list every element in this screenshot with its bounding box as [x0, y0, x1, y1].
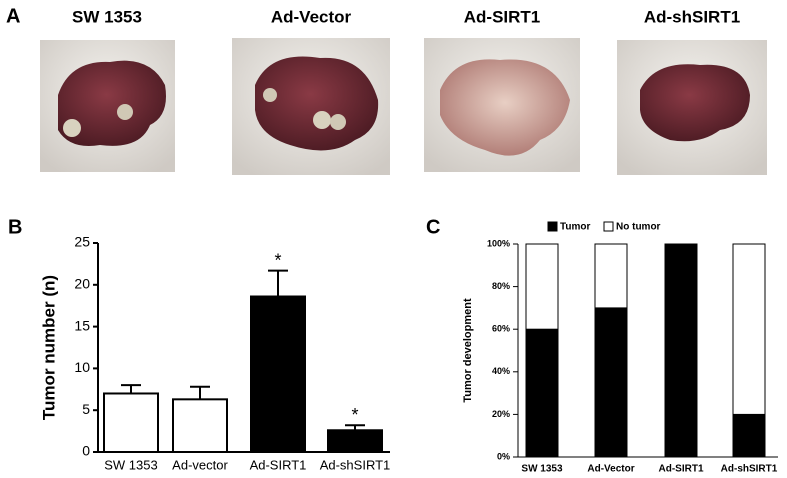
- photo: [40, 40, 175, 172]
- y-tick-label: 80%: [492, 281, 510, 291]
- panel-label: A: [6, 5, 20, 27]
- photo-caption: SW 1353: [72, 7, 142, 26]
- y-tick-label: 60%: [492, 324, 510, 334]
- bar-segment: [664, 243, 698, 458]
- x-tick-label: Ad-SIRT1: [659, 464, 704, 475]
- x-tick-label: Ad-vector: [172, 457, 228, 472]
- significance-mark: *: [274, 250, 281, 270]
- bar-segment: [525, 328, 559, 458]
- x-tick-label: Ad-shSIRT1: [320, 457, 391, 472]
- bar-segment: [732, 243, 766, 415]
- x-tick-label: SW 1353: [104, 457, 157, 472]
- photo: [232, 38, 390, 175]
- photo-caption: Ad-SIRT1: [464, 7, 541, 26]
- legend-swatch: [547, 221, 558, 232]
- bar-segment: [594, 243, 628, 309]
- y-tick-label: 25: [74, 234, 90, 250]
- panel-label: C: [426, 216, 440, 238]
- y-tick-label: 40%: [492, 366, 510, 376]
- bar: [250, 295, 306, 453]
- bar-segment: [525, 243, 559, 330]
- legend-label: Tumor: [560, 222, 590, 233]
- y-axis-label: Tumor development: [462, 298, 474, 403]
- bar: [327, 429, 383, 454]
- x-tick-label: SW 1353: [521, 464, 563, 475]
- y-tick-label: 100%: [487, 238, 510, 248]
- y-axis-label: Tumor number (n): [39, 275, 58, 420]
- y-tick-label: 5: [82, 401, 90, 417]
- photo-caption: Ad-Vector: [271, 7, 352, 26]
- y-tick-label: 15: [74, 317, 90, 333]
- photo: [617, 40, 767, 175]
- legend-label: No tumor: [616, 222, 661, 233]
- x-tick-label: Ad-Vector: [587, 464, 634, 475]
- significance-mark: *: [351, 405, 358, 425]
- y-tick-label: 10: [74, 359, 90, 375]
- y-tick-label: 20%: [492, 409, 510, 419]
- y-tick-label: 0%: [497, 451, 510, 461]
- panel-label: B: [8, 216, 22, 238]
- bar-segment: [732, 413, 766, 458]
- y-tick-label: 20: [74, 276, 90, 292]
- x-tick-label: Ad-shSIRT1: [721, 464, 778, 475]
- x-tick-label: Ad-SIRT1: [250, 457, 307, 472]
- bar: [103, 392, 159, 454]
- legend-swatch: [603, 221, 614, 232]
- photo: [424, 38, 580, 172]
- photo-caption: Ad-shSIRT1: [644, 7, 740, 26]
- bar-segment: [594, 307, 628, 458]
- y-tick-label: 0: [82, 443, 90, 459]
- bar: [172, 398, 228, 453]
